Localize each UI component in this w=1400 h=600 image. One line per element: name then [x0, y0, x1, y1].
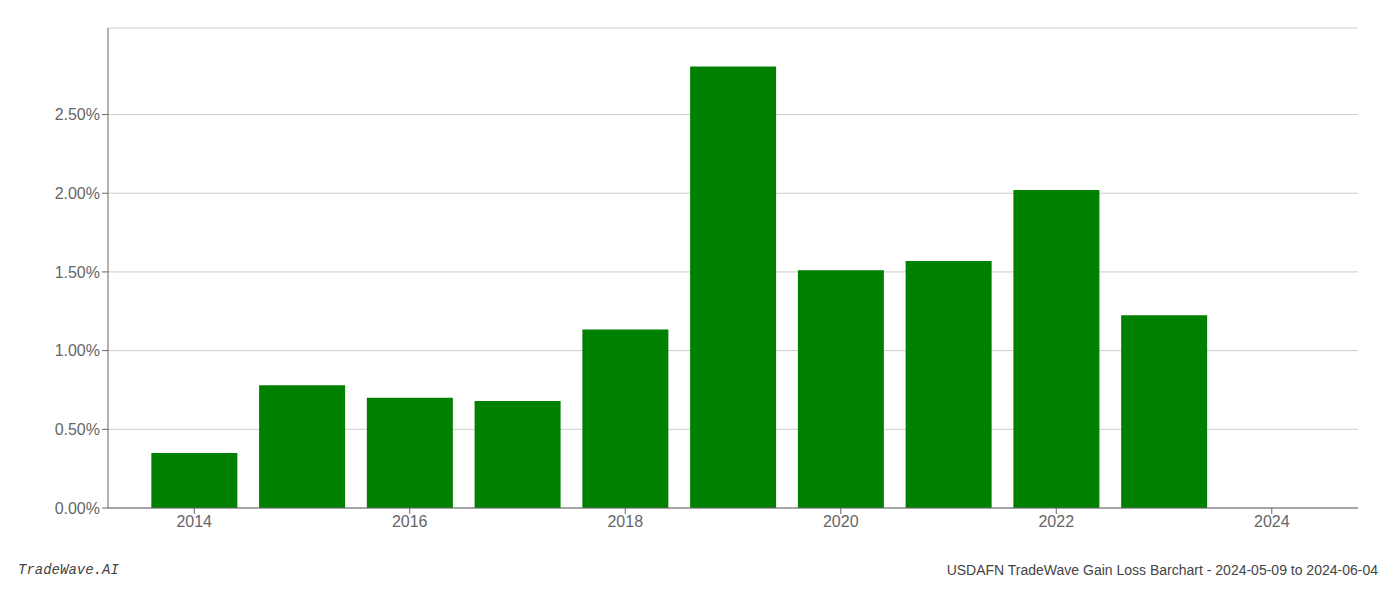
- svg-text:2022: 2022: [1038, 513, 1074, 530]
- svg-text:2014: 2014: [176, 513, 212, 530]
- svg-text:1.50%: 1.50%: [55, 264, 100, 281]
- svg-text:2024: 2024: [1254, 513, 1290, 530]
- svg-text:2.50%: 2.50%: [55, 106, 100, 123]
- svg-text:2016: 2016: [392, 513, 428, 530]
- svg-text:0.50%: 0.50%: [55, 421, 100, 438]
- svg-text:1.00%: 1.00%: [55, 342, 100, 359]
- html-text:TradeWave.AI: TradeWave.AI: [18, 562, 119, 578]
- svg-text:2020: 2020: [823, 513, 859, 530]
- svg-text:0.00%: 0.00%: [55, 500, 100, 517]
- svg-text:2.00%: 2.00%: [55, 185, 100, 202]
- svg-text:2018: 2018: [607, 513, 643, 530]
- html-text:USDAFN TradeWave Gain Loss Bar: USDAFN TradeWave Gain Loss Barchart - 20…: [946, 562, 1378, 578]
